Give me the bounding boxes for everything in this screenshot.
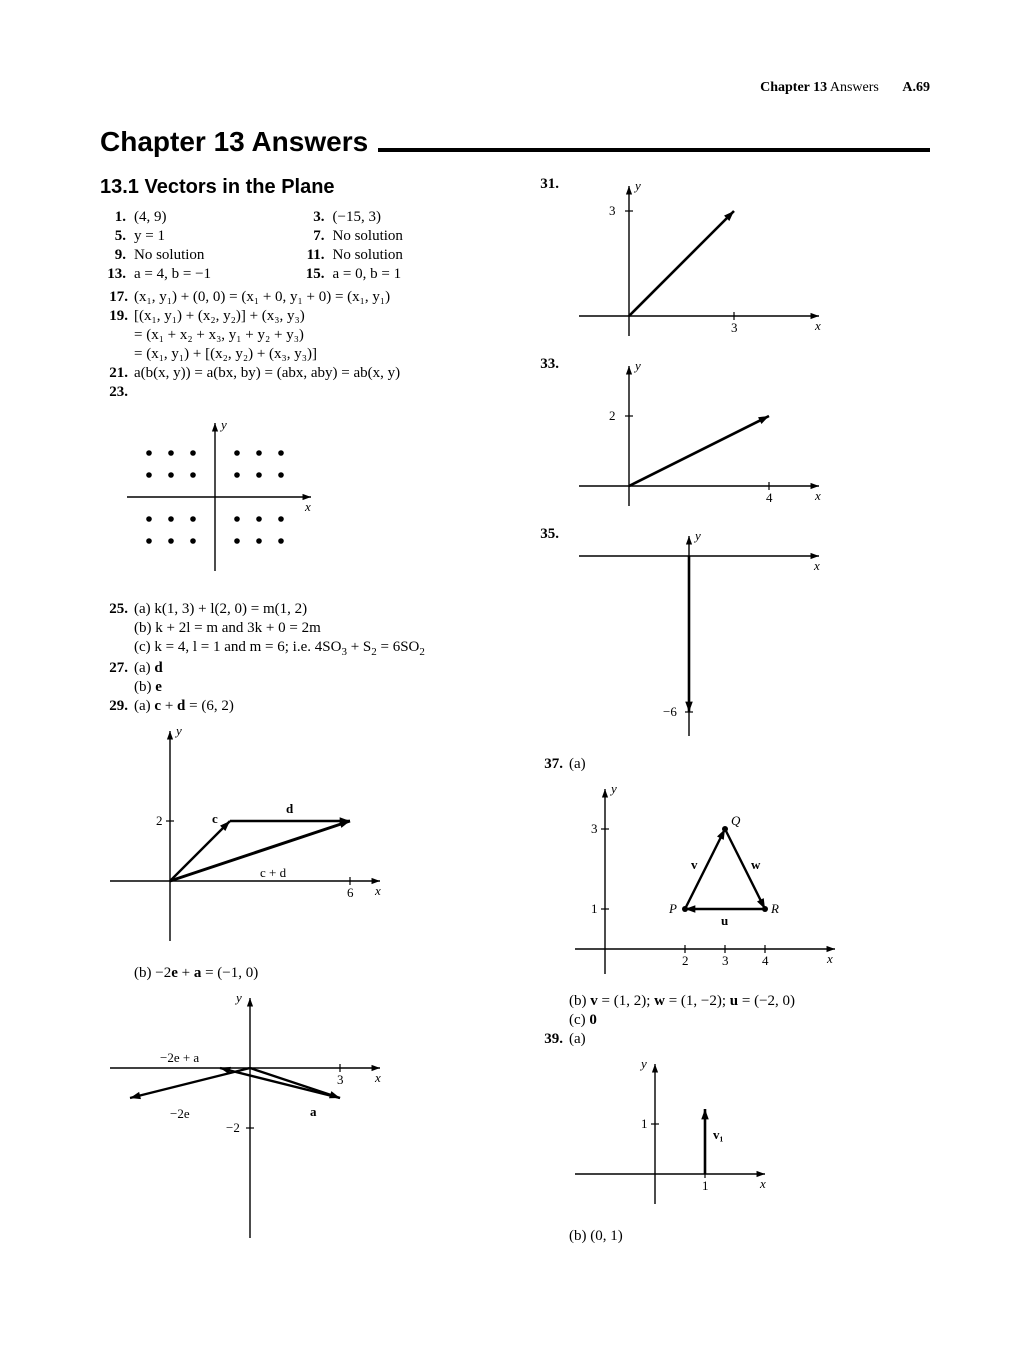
figure-31: x y 3 3: [569, 176, 829, 346]
svg-text:1: 1: [641, 1116, 648, 1131]
ans-27a: (a) d: [134, 660, 495, 677]
svg-text:y: y: [234, 990, 242, 1005]
svg-text:y: y: [609, 781, 617, 796]
svg-text:y: y: [174, 723, 182, 738]
svg-text:1: 1: [591, 901, 598, 916]
svg-text:v₁: v₁: [713, 1127, 724, 1142]
svg-text:−6: −6: [663, 704, 677, 719]
ans-25a: (a) k(1, 3) + l(2, 0) = m(1, 2): [134, 601, 495, 618]
figure-29b: x y 3 −2 a −2e −2e + a: [100, 988, 400, 1248]
ans-29a: (a) c + d = (6, 2): [134, 698, 495, 715]
ans-37c: (c) 0: [569, 1012, 930, 1029]
svg-text:3: 3: [731, 320, 738, 335]
ans-19-1: [(x₁, y₁) + (x₂, y₂)] + (x₃, y₃): [134, 308, 495, 325]
left-column: 13.1 Vectors in the Plane 1.(4, 9)3.(−15…: [100, 176, 495, 1262]
section-title: 13.1 Vectors in the Plane: [100, 176, 495, 199]
svg-text:x: x: [814, 488, 821, 503]
svg-text:y: y: [633, 178, 641, 193]
svg-text:4: 4: [762, 953, 769, 968]
ans-19-3: = (x₁, y₁) + [(x₂, y₂) + (x₃, y₃)]: [134, 346, 495, 363]
svg-text:2: 2: [609, 408, 616, 423]
ans-37b: (b) v = (1, 2); w = (1, −2); u = (−2, 0): [569, 993, 930, 1010]
svg-text:2: 2: [682, 953, 689, 968]
ans-17: (x₁, y₁) + (0, 0) = (x₁ + 0, y₁ + 0) = (…: [134, 289, 495, 306]
svg-text:w: w: [751, 857, 761, 872]
svg-text:x: x: [813, 558, 820, 573]
ans-29b: (b) −2e + a = (−1, 0): [134, 965, 495, 982]
ans-25b: (b) k + 2l = m and 3k + 0 = 2m: [134, 620, 495, 637]
n23: 23.: [104, 384, 128, 401]
svg-text:P: P: [668, 901, 677, 916]
svg-text:y: y: [219, 417, 227, 432]
header-page: A.69: [902, 80, 930, 95]
page-title: Chapter 13 Answers: [100, 126, 368, 158]
header-chapter: Chapter 13: [760, 80, 827, 95]
svg-text:u: u: [721, 913, 728, 928]
n39: 39.: [539, 1031, 563, 1048]
title-rule: [378, 148, 930, 152]
svg-text:1: 1: [702, 1178, 709, 1193]
ans-19-2: = (x₁ + x₂ + x₃, y₁ + y₂ + y₃): [134, 327, 495, 344]
ans-37a: (a): [569, 756, 930, 773]
ans-39b: (b) (0, 1): [569, 1228, 930, 1245]
n31: 31.: [535, 176, 559, 193]
answer-grid: 1.(4, 9)3.(−15, 3)5.y = 17.No solution9.…: [104, 209, 495, 283]
svg-text:x: x: [304, 499, 311, 514]
svg-text:d: d: [286, 801, 294, 816]
figure-39: x y 1 1 v₁: [565, 1054, 785, 1214]
svg-text:c + d: c + d: [260, 865, 287, 880]
svg-text:3: 3: [591, 821, 598, 836]
figure-23: xy: [100, 407, 330, 587]
svg-text:3: 3: [722, 953, 729, 968]
n35: 35.: [535, 526, 559, 543]
svg-text:x: x: [814, 318, 821, 333]
svg-text:2: 2: [156, 813, 163, 828]
svg-text:c: c: [212, 811, 218, 826]
svg-text:x: x: [826, 951, 833, 966]
ans-39a: (a): [569, 1031, 930, 1048]
svg-text:−2e + a: −2e + a: [160, 1050, 199, 1065]
right-column: 31. x y 3 3 33. x y 4 2 35. x y −6 37. (a) x y 2 3 4…: [535, 176, 930, 1262]
figure-33: x y 4 2: [569, 356, 829, 516]
svg-text:R: R: [770, 901, 779, 916]
ans-25c: (c) k = 4, l = 1 and m = 6; i.e. 4SO3 + …: [134, 639, 495, 658]
svg-text:y: y: [693, 528, 701, 543]
svg-text:a: a: [310, 1104, 317, 1119]
svg-text:6: 6: [347, 885, 354, 900]
running-head: Chapter 13 Answers A.69: [100, 80, 930, 96]
n37: 37.: [539, 756, 563, 773]
svg-text:v: v: [691, 857, 698, 872]
svg-text:4: 4: [766, 490, 773, 505]
svg-text:y: y: [633, 358, 641, 373]
svg-text:x: x: [759, 1176, 766, 1191]
svg-text:−2: −2: [226, 1120, 240, 1135]
svg-text:3: 3: [609, 203, 616, 218]
svg-text:x: x: [374, 1070, 381, 1085]
ans-21: a(b(x, y)) = a(bx, by) = (abx, aby) = ab…: [134, 365, 495, 382]
header-label: Answers: [830, 80, 879, 95]
figure-35: x y −6: [569, 526, 829, 746]
svg-text:3: 3: [337, 1072, 344, 1087]
svg-text:x: x: [374, 883, 381, 898]
n33: 33.: [535, 356, 559, 373]
figure-29a: x y 6 2 c d c + d: [100, 721, 400, 951]
svg-text:−2e: −2e: [170, 1106, 190, 1121]
ans-27b: (b) e: [134, 679, 495, 696]
svg-text:y: y: [639, 1056, 647, 1071]
svg-text:Q: Q: [731, 813, 741, 828]
figure-37: x y 2 3 4 1 3 P Q Rv w u: [565, 779, 845, 979]
